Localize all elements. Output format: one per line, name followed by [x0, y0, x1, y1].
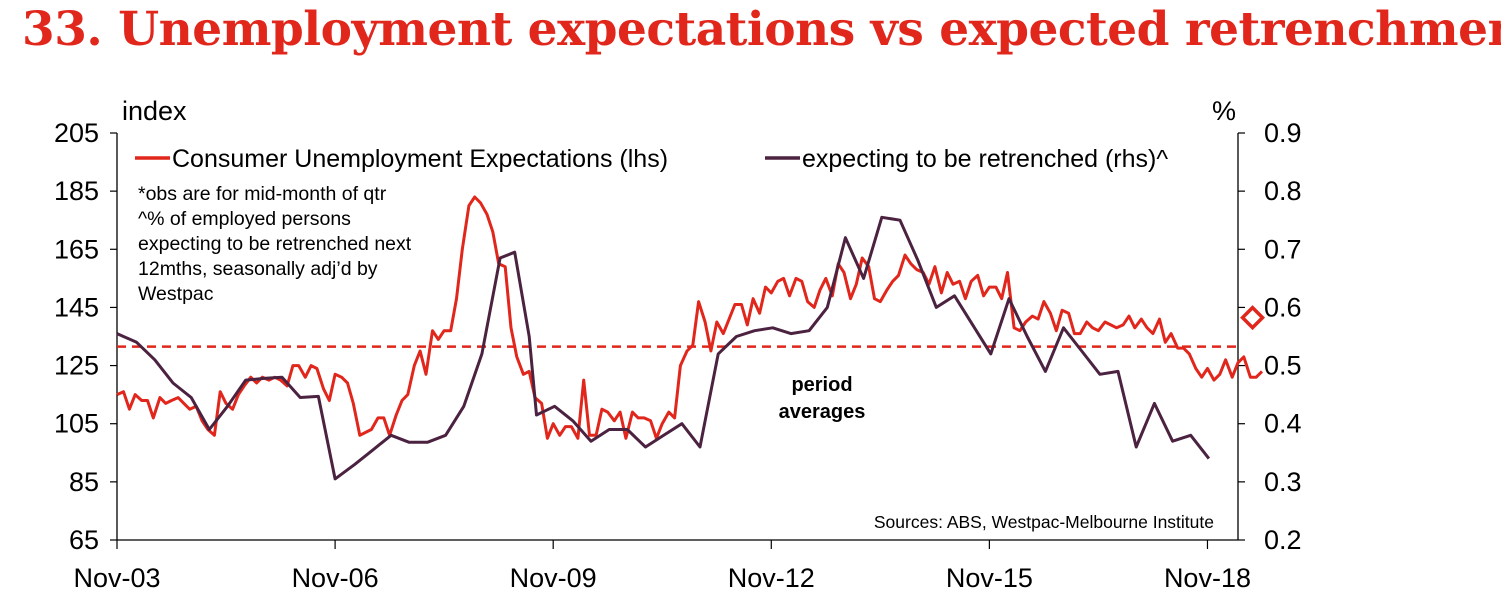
- lhs-tick-label: 65: [69, 525, 99, 555]
- footnote-line: ^% of employed persons: [138, 208, 351, 230]
- lhs-unit-label: index: [122, 96, 187, 126]
- lhs-tick-label: 125: [54, 351, 99, 381]
- lhs-tick-label: 185: [54, 176, 99, 206]
- rhs-tick-label: 0.7: [1264, 234, 1302, 264]
- page-title: 33. Unemployment expectations vs expecte…: [22, 2, 1501, 57]
- footnote-line: expecting to be retrenched next: [138, 233, 412, 255]
- footnote-line: *obs are for mid-month of qtr: [138, 183, 387, 205]
- rhs-tick-label: 0.2: [1264, 525, 1302, 555]
- footnote-line: Westpac: [138, 283, 214, 305]
- lhs-tick-label: 165: [54, 234, 99, 264]
- latest-diamond-marker: [1240, 305, 1266, 331]
- x-tick-label: Nov-18: [1164, 563, 1251, 593]
- x-tick-label: Nov-12: [728, 563, 815, 593]
- rhs-tick-label: 0.4: [1264, 409, 1302, 439]
- period-averages-annotation: period: [791, 374, 852, 396]
- rhs-tick-label: 0.3: [1264, 467, 1302, 497]
- period-averages-annotation: averages: [779, 401, 866, 423]
- lhs-tick-label: 105: [54, 409, 99, 439]
- footnote-line: 12mths, seasonally adj’d by: [138, 258, 378, 280]
- lhs-tick-label: 205: [54, 118, 99, 148]
- x-tick-label: Nov-06: [292, 563, 379, 593]
- rhs-unit-label: %: [1212, 96, 1236, 126]
- legend-label: Consumer Unemployment Expectations (lhs): [172, 145, 668, 173]
- lhs-tick-label: 145: [54, 292, 99, 322]
- retrenchment-line: [116, 215, 1211, 481]
- x-tick-label: Nov-03: [73, 563, 160, 593]
- rhs-tick-label: 0.8: [1264, 176, 1302, 206]
- rhs-tick-label: 0.9: [1264, 118, 1302, 148]
- unemployment-expectations-line: [116, 195, 1264, 440]
- rhs-tick-label: 0.6: [1264, 292, 1302, 322]
- x-tick-label: Nov-09: [510, 563, 597, 593]
- lhs-tick-label: 85: [69, 467, 99, 497]
- legend-label: expecting to be retrenched (rhs)^: [802, 145, 1168, 173]
- x-tick-label: Nov-15: [946, 563, 1033, 593]
- rhs-tick-label: 0.5: [1264, 351, 1302, 381]
- source-note: Sources: ABS, Westpac-Melbourne Institut…: [874, 512, 1214, 532]
